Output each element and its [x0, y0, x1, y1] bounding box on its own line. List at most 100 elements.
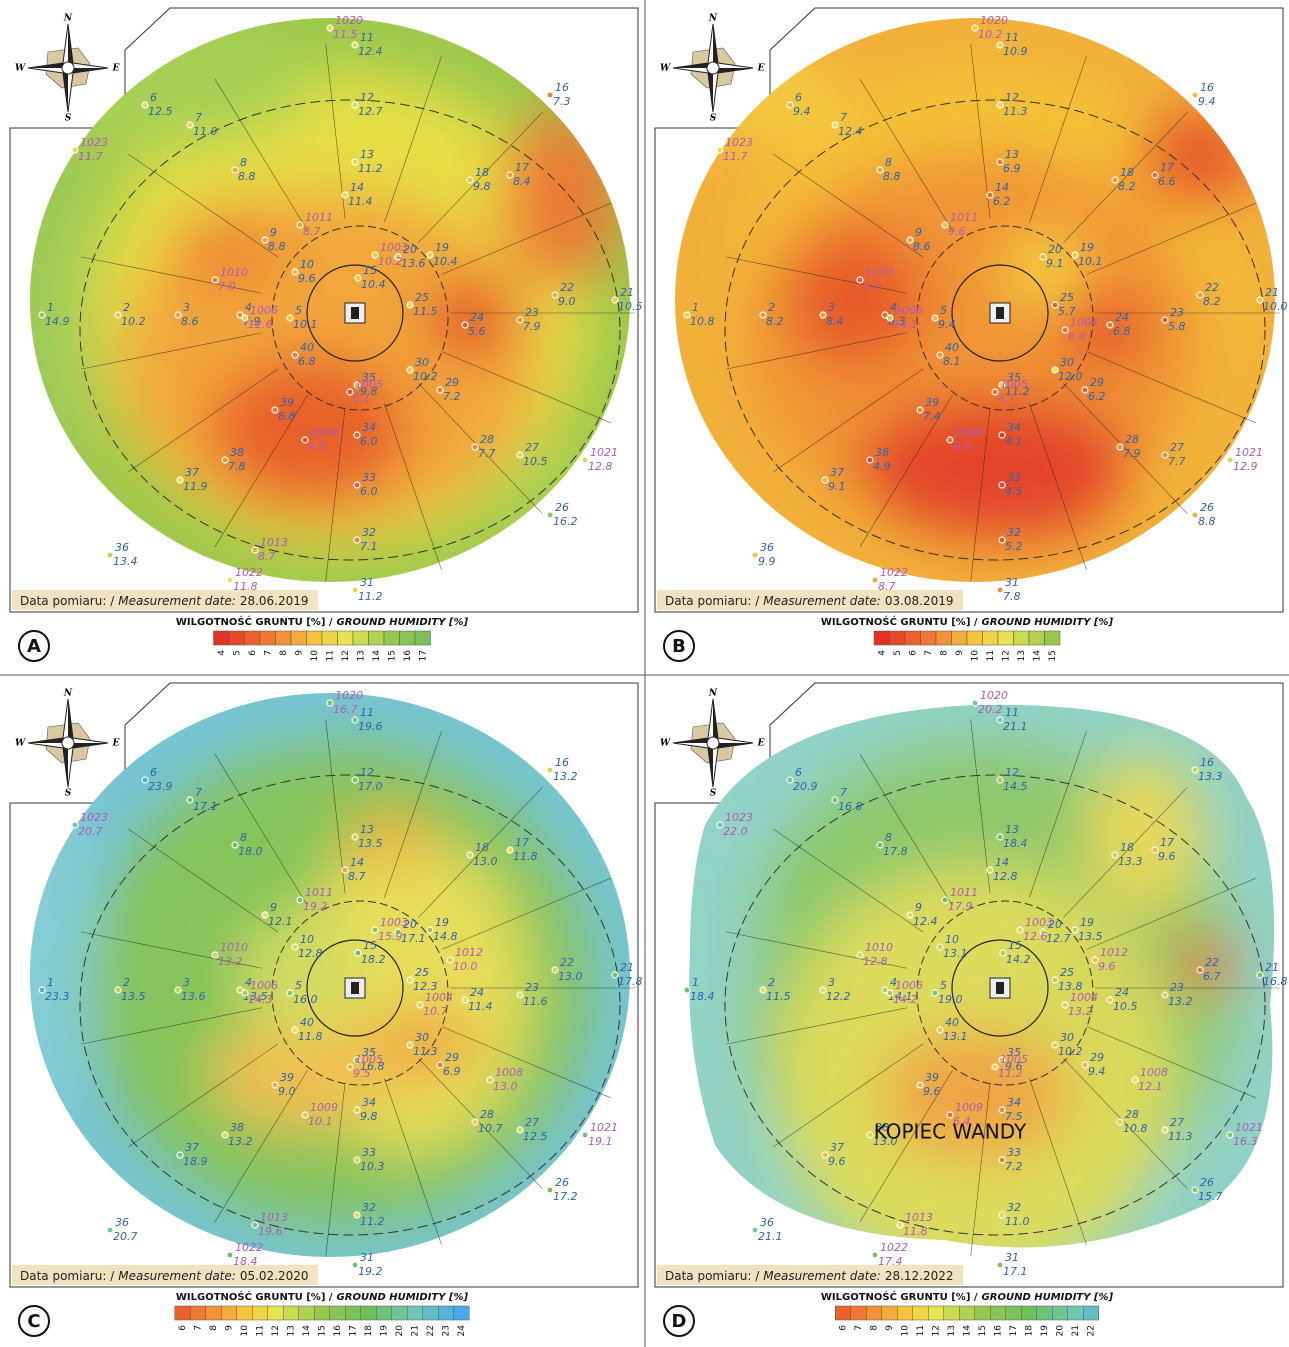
point-id: 9 — [915, 901, 922, 914]
measurement-date: Data pomiaru: /Measurement date:03.08.20… — [665, 594, 954, 608]
point-value: 15.9 — [378, 930, 403, 943]
point-id: 18 — [1120, 841, 1134, 854]
legend-swatch — [975, 1306, 991, 1320]
compass-center — [707, 62, 719, 74]
point-value: 14.1 — [893, 318, 918, 331]
point-id: 1012 — [1100, 946, 1128, 959]
point-value: 14.2 — [893, 993, 918, 1006]
compass-letter: E — [112, 64, 120, 74]
point-value: 12.8 — [863, 955, 888, 968]
point-value: 10.8 — [690, 315, 715, 328]
point-id: 27 — [1170, 1116, 1184, 1129]
point-id: 1011 — [305, 211, 333, 224]
point-value: 11.3 — [1168, 1130, 1193, 1143]
point-id: 22 — [560, 281, 574, 294]
point-value: 6.8 — [1113, 325, 1131, 338]
point-value: 11.5 — [333, 28, 358, 41]
point-id: 8 — [885, 156, 892, 169]
compass-letter: E — [757, 739, 765, 749]
legend-tick-label: 5 — [232, 650, 242, 656]
legend-swatch — [252, 1306, 268, 1320]
point-id: 19 — [435, 241, 449, 254]
point-value: 19.2 — [358, 1265, 383, 1278]
point-value: 11.8 — [298, 1030, 323, 1043]
point-value: 6.0 — [360, 485, 378, 498]
point-id: 28 — [1125, 1108, 1139, 1121]
legend-swatch — [874, 631, 890, 645]
date-caption-en: Measurement date: — [118, 594, 236, 608]
compass-letter: W — [15, 739, 26, 749]
point-value: 20.7 — [78, 825, 103, 838]
legend-swatch — [905, 631, 921, 645]
point-value: 12.1 — [268, 915, 293, 928]
measurement-date: Data pomiaru: /Measurement date:28.06.20… — [20, 594, 309, 608]
point-id: 1008 — [1140, 1066, 1168, 1079]
point-value: 9.1 — [1046, 257, 1064, 270]
point-id: 9 — [270, 901, 277, 914]
point-value: 12.6 — [248, 318, 273, 331]
legend-title-en: GROUND HUMIDITY [%] — [337, 1292, 469, 1303]
surface-blob — [855, 395, 1135, 545]
point-id: 30 — [415, 356, 429, 369]
point-id: 1 — [47, 301, 54, 314]
point-value: 6.9 — [443, 1065, 461, 1078]
point-id: 37 — [185, 466, 199, 479]
legend-swatch — [890, 631, 906, 645]
point-id: 27 — [525, 1116, 539, 1129]
point-value: 8.7 — [303, 225, 321, 238]
point-id: 22 — [1205, 281, 1219, 294]
point-id: 36 — [115, 541, 129, 554]
point-id: 13 — [1005, 148, 1019, 161]
legend-title: WILGOTNOŚĆ GRUNTU [%] /GROUND HUMIDITY [… — [821, 615, 1114, 628]
point-id: 33 — [1007, 1146, 1021, 1159]
legend-tick-label: 15 — [318, 1325, 328, 1336]
legend-swatch — [206, 1306, 222, 1320]
point-id: 3 — [828, 976, 835, 989]
legend-tick-label: 12 — [1001, 650, 1011, 661]
point-value: 12.7 — [358, 105, 383, 118]
point-id: 30 — [415, 1031, 429, 1044]
legend-swatch — [245, 631, 261, 645]
legend-title-pl: WILGOTNOŚĆ GRUNTU [%] / — [176, 1290, 333, 1303]
point-value: 6.8 — [278, 410, 296, 423]
legend-tick-label: 8 — [939, 650, 949, 656]
legend-swatch — [1045, 631, 1061, 645]
legend-title-en: GROUND HUMIDITY [%] — [982, 617, 1114, 628]
point-id: 1008 — [495, 1066, 523, 1079]
legend-swatch — [407, 1306, 423, 1320]
point-id: 1020 — [980, 689, 1008, 702]
legend-tick-label: 13 — [947, 1325, 957, 1336]
legend-title-pl: WILGOTNOŚĆ GRUNTU [%] / — [176, 615, 333, 628]
point-id: 31 — [1005, 576, 1019, 589]
point-id: 1013 — [260, 536, 288, 549]
point-value: 17.1 — [401, 932, 426, 945]
legend-tick-label: 9 — [225, 1325, 235, 1331]
point-value: 17.8 — [883, 845, 908, 858]
point-value: 12.8 — [298, 947, 323, 960]
compass-letter: N — [708, 14, 718, 24]
point-id: 7 — [840, 786, 847, 799]
point-id: 31 — [1005, 1251, 1019, 1264]
point-value: 10.3 — [360, 1160, 385, 1173]
point-value: 10.2 — [413, 370, 438, 383]
point-id: 1011 — [950, 211, 978, 224]
point-id: 13 — [360, 148, 374, 161]
legend-swatch — [1083, 1306, 1099, 1320]
legend-tick-label: 11 — [325, 650, 335, 661]
point-value: 7.8 — [228, 460, 246, 473]
point-value: 9.6 — [828, 1155, 846, 1168]
point-value: 10.5 — [523, 455, 548, 468]
point-id: 36 — [115, 1216, 129, 1229]
legend-swatch — [944, 1306, 960, 1320]
compass-letter: W — [15, 64, 26, 74]
point-id: 32 — [362, 1201, 376, 1214]
point-id: 33 — [1007, 471, 1021, 484]
legend-swatch — [376, 1306, 392, 1320]
monument-top — [996, 307, 1004, 319]
point-id: 16 — [1200, 81, 1214, 94]
legend-tick-label: 23 — [442, 1325, 452, 1336]
legend-swatch — [998, 631, 1014, 645]
point-value: 9.8 — [473, 180, 491, 193]
point-id: 21 — [1265, 961, 1279, 974]
point-id: 1021 — [1235, 1121, 1263, 1134]
